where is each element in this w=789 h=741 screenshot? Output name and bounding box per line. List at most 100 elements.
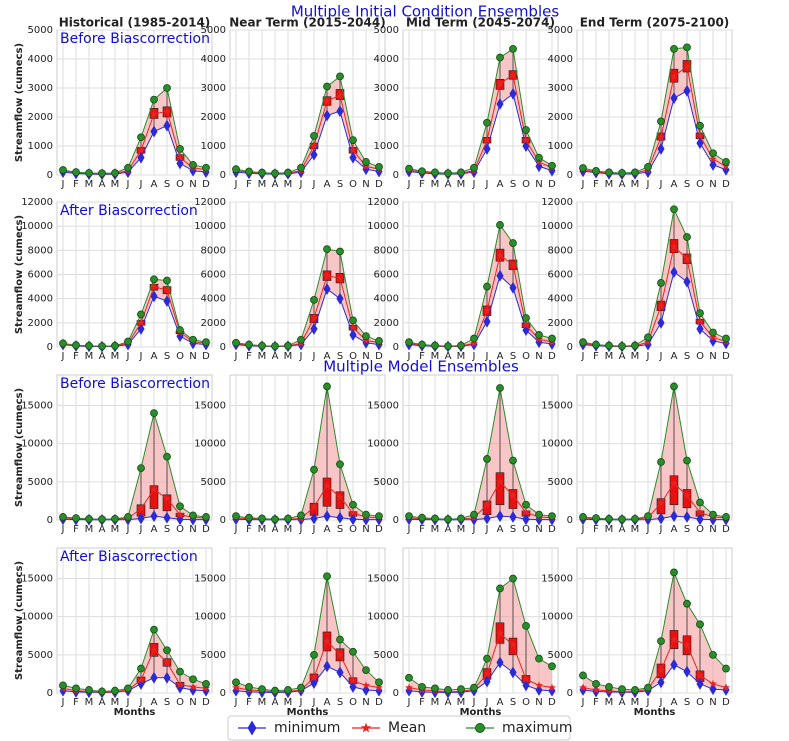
x-tick-label: M: [605, 179, 614, 190]
marker-min: [657, 676, 665, 689]
y-tick-label: 5000: [374, 477, 399, 488]
marker-max: [579, 671, 587, 680]
x-tick-label: J: [659, 524, 663, 535]
marker-mean: [137, 146, 145, 154]
marker-min: [496, 656, 504, 669]
marker-min: [323, 510, 331, 523]
y-tick-label: 0: [567, 170, 573, 181]
x-tick-label: S: [164, 524, 170, 535]
x-tick-label: M: [111, 697, 120, 708]
x-tick-label: N: [535, 697, 542, 708]
y-tick-label: 10000: [367, 439, 399, 450]
x-tick-label: S: [337, 524, 343, 535]
x-tick-label: M: [431, 351, 440, 362]
y-tick-label: 10000: [194, 612, 226, 623]
x-tick-label: A: [445, 179, 452, 190]
marker-max: [683, 599, 691, 608]
marker-min: [336, 292, 344, 305]
marker-min: [683, 275, 691, 288]
marker-max: [59, 166, 67, 174]
marker-max: [189, 335, 197, 344]
super-title: Multiple Initial Condition Ensembles: [291, 3, 560, 21]
marker-mean: [683, 491, 691, 499]
marker-max: [375, 678, 383, 687]
x-tick-label: M: [284, 179, 293, 190]
x-tick-label: A: [619, 697, 626, 708]
x-tick-label: A: [99, 697, 106, 708]
marker-max: [176, 326, 184, 334]
y-tick-label: 12000: [367, 197, 399, 208]
marker-max: [85, 169, 93, 177]
marker-mean: [670, 72, 678, 80]
x-tick-label: A: [324, 697, 331, 708]
marker-max: [657, 637, 665, 646]
marker-min: [310, 322, 318, 335]
y-axis-label: Streamflow (cumecs): [14, 215, 25, 334]
x-tick-label: N: [535, 179, 542, 190]
x-axis-label: Months: [114, 707, 156, 718]
panel-note: After Biascorrection: [60, 203, 198, 219]
x-tick-label: A: [272, 179, 279, 190]
x-tick-label: N: [189, 524, 196, 535]
marker-max: [150, 409, 158, 418]
marker-mean: [696, 317, 704, 325]
marker-mean: [232, 683, 240, 692]
column-title: Historical (1985-2014): [59, 16, 211, 30]
marker-mean: [336, 91, 344, 99]
marker-max: [271, 515, 279, 524]
x-tick-label: J: [299, 697, 303, 708]
marker-max: [535, 510, 543, 519]
y-tick-label: 4000: [201, 294, 226, 305]
y-tick-label: 3000: [548, 83, 573, 94]
x-tick-label: J: [312, 351, 316, 362]
x-tick-label: J: [659, 697, 663, 708]
x-tick-label: F: [246, 179, 252, 190]
x-tick-label: J: [139, 351, 143, 362]
x-tick-label: S: [510, 524, 516, 535]
marker-max: [592, 340, 600, 349]
x-tick-label: S: [164, 351, 170, 362]
marker-max: [137, 310, 145, 319]
x-tick-label: D: [722, 351, 730, 362]
marker-mean: [535, 157, 543, 166]
marker-min: [709, 158, 717, 171]
y-tick-label: 10000: [21, 612, 53, 623]
marker-min: [349, 513, 357, 526]
x-tick-label: S: [337, 351, 343, 362]
y-tick-label: 3000: [28, 83, 53, 94]
marker-max: [535, 153, 543, 162]
x-tick-label: A: [445, 524, 452, 535]
marker-max: [189, 675, 197, 684]
y-tick-label: 0: [220, 688, 226, 699]
x-tick-label: O: [696, 524, 704, 535]
y-tick-label: 5000: [201, 650, 226, 661]
marker-max: [323, 245, 331, 254]
marker-max: [483, 654, 491, 663]
y-tick-label: 0: [47, 688, 53, 699]
y-tick-label: 5000: [28, 650, 53, 661]
marker-min: [509, 510, 517, 523]
x-tick-label: J: [659, 179, 663, 190]
x-tick-label: M: [258, 351, 267, 362]
x-tick-label: J: [472, 697, 476, 708]
range-band: [583, 572, 726, 693]
marker-max: [124, 163, 132, 172]
marker-max: [137, 133, 145, 142]
y-tick-label: 5000: [201, 477, 226, 488]
marker-mean: [336, 650, 344, 659]
marker-max: [323, 382, 331, 391]
x-tick-label: F: [419, 524, 425, 535]
marker-max: [548, 334, 556, 343]
y-tick-label: 12000: [194, 197, 226, 208]
marker-max: [72, 341, 80, 350]
marker-max: [258, 514, 266, 523]
marker-mean: [483, 306, 491, 315]
marker-mean: [509, 260, 517, 269]
marker-min: [150, 125, 158, 138]
marker-max: [85, 514, 93, 523]
marker-min: [696, 677, 704, 690]
marker-max: [444, 342, 452, 351]
marker-min: [349, 680, 357, 693]
x-tick-label: A: [272, 697, 279, 708]
super-title: Multiple Model Ensembles: [323, 358, 519, 376]
